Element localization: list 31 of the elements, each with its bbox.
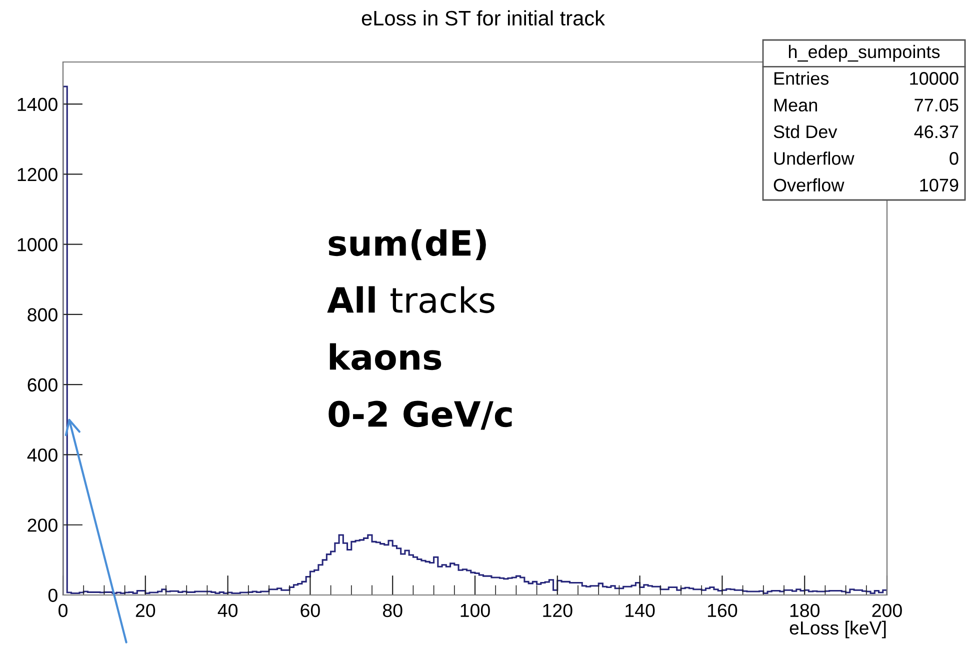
x-tick-label: 200 xyxy=(872,604,902,618)
x-tick-label: 180 xyxy=(790,604,820,618)
y-tick-label: 800 xyxy=(28,308,58,322)
x-tick-label: 60 xyxy=(300,604,320,618)
x-tick-label: 120 xyxy=(543,604,572,618)
text: Underflow 0 xyxy=(774,152,958,165)
annotation: sum(dE) xyxy=(328,229,486,260)
text: Overflow 1079 xyxy=(774,178,958,192)
x-tick-label: 160 xyxy=(708,604,738,618)
y-tick-label: 200 xyxy=(28,518,58,532)
y-tick-label: 0 xyxy=(48,588,58,602)
x-tick-label: 100 xyxy=(460,604,490,618)
text: Entries 10000 xyxy=(774,72,958,85)
text: Mean 77.05 xyxy=(774,98,958,112)
x-tick-label: 140 xyxy=(626,604,655,618)
y-tick-label: 1000 xyxy=(18,238,58,252)
y-tick-label: 1200 xyxy=(18,168,58,182)
y-tick-label: 600 xyxy=(28,378,58,392)
text: Std Dev 46.37 xyxy=(774,124,958,138)
annotation: 0-2 GeV/c xyxy=(328,400,512,430)
y-tick-label: 1400 xyxy=(18,98,58,112)
x-tick-label: 80 xyxy=(382,604,402,618)
chart-title: eLoss in ST for initial track xyxy=(362,10,606,26)
text: h_edep_sumpoints xyxy=(788,44,940,62)
x-tick-label: 40 xyxy=(218,604,238,618)
annotation: All tracks xyxy=(327,286,494,314)
x-axis-title: eLoss [keV] xyxy=(790,620,886,638)
x-tick-label: 0 xyxy=(58,604,68,618)
annotation: kaons xyxy=(330,343,442,370)
x-tick-label: 20 xyxy=(136,604,156,618)
y-tick-label: 400 xyxy=(27,448,58,462)
